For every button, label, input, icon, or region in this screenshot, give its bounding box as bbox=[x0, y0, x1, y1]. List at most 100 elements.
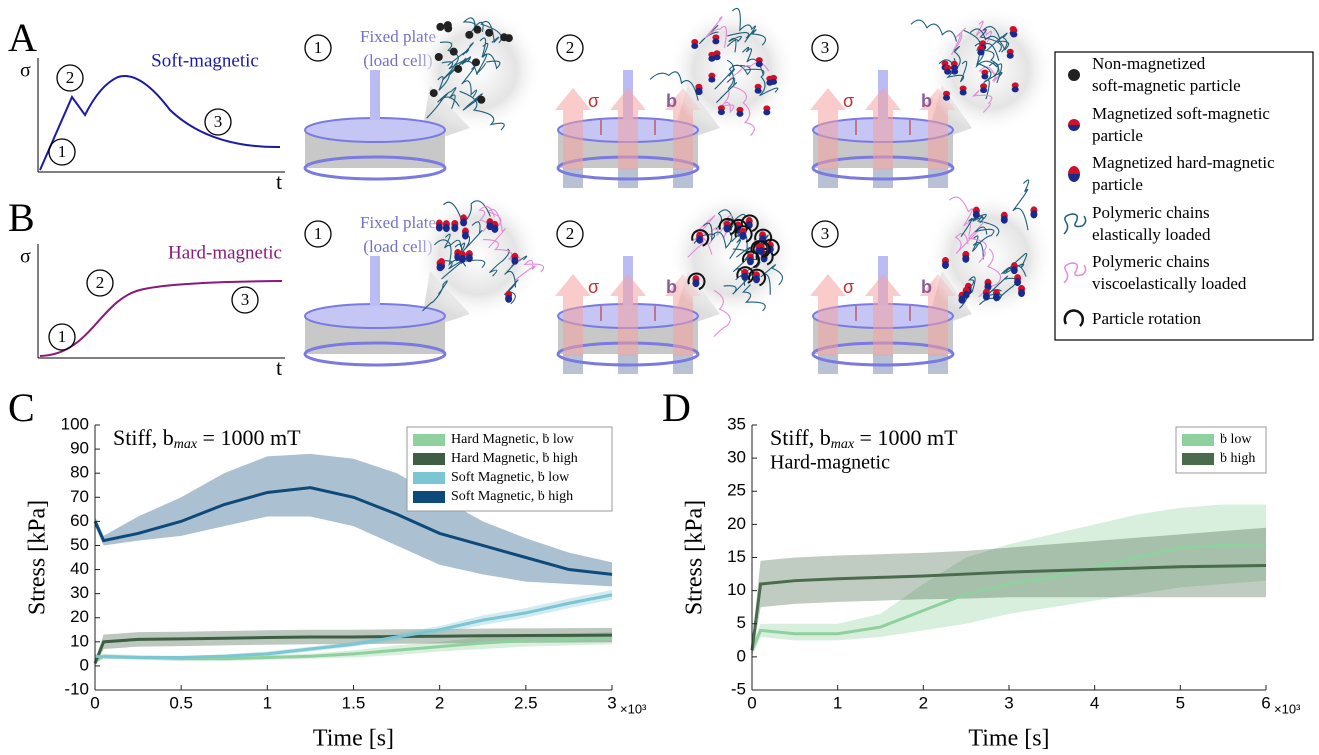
polymer-chain bbox=[503, 279, 519, 305]
particle bbox=[943, 94, 951, 101]
polymer-chain bbox=[963, 29, 999, 77]
title-part: Stiff, b bbox=[770, 425, 831, 450]
legend-icon bbox=[1068, 119, 1080, 125]
legend-text: Polymeric chains bbox=[1092, 252, 1210, 271]
polymer-chain bbox=[979, 26, 1002, 53]
bottom-plate bbox=[303, 341, 447, 367]
particle bbox=[941, 260, 949, 269]
mini-axis-label: t bbox=[276, 355, 282, 380]
particle bbox=[1011, 86, 1019, 93]
x-tick-label: 3 bbox=[607, 693, 616, 712]
y-tick-label: 40 bbox=[70, 559, 89, 578]
polymer-chain bbox=[727, 29, 767, 46]
particle bbox=[449, 47, 458, 56]
particle bbox=[972, 210, 980, 219]
polymer-chain bbox=[951, 27, 966, 56]
polymer-chain bbox=[969, 28, 1010, 51]
particle bbox=[962, 290, 970, 299]
top-plate bbox=[304, 117, 446, 143]
legend-swatch bbox=[413, 453, 445, 465]
series-line bbox=[750, 542, 1267, 651]
stress-arrow bbox=[865, 274, 901, 356]
particle bbox=[1000, 215, 1008, 224]
polymer-chain bbox=[476, 42, 489, 75]
legend-text: soft-magnetic particle bbox=[1092, 76, 1241, 95]
step-circle bbox=[86, 269, 114, 297]
particle bbox=[962, 254, 970, 263]
polymer-chain bbox=[1012, 179, 1030, 231]
step-circle bbox=[48, 323, 76, 351]
x-tick-label: 1 bbox=[833, 693, 842, 712]
legend-label: Hard Magnetic, ḃ high bbox=[451, 451, 578, 466]
polymer-chain bbox=[461, 221, 483, 254]
particle bbox=[435, 223, 443, 232]
x-tick-label: 3 bbox=[1004, 693, 1013, 712]
step-number: 3 bbox=[241, 290, 250, 309]
stress-arrow bbox=[555, 274, 591, 356]
series-line bbox=[750, 563, 1267, 651]
top-plate bbox=[304, 303, 446, 329]
particle bbox=[752, 275, 760, 284]
mini-curve bbox=[39, 280, 283, 357]
title-part: max bbox=[174, 437, 198, 452]
row-label: Hard-magnetic bbox=[168, 242, 282, 263]
polymer-chain bbox=[461, 66, 478, 98]
particle bbox=[460, 218, 468, 227]
particle bbox=[436, 263, 444, 272]
b-label: b bbox=[666, 277, 677, 297]
stress-arrow bbox=[555, 88, 591, 170]
polymer-chain bbox=[716, 77, 738, 103]
step-number: 3 bbox=[821, 224, 830, 243]
polymer-chain bbox=[439, 41, 459, 79]
zoom-bubble bbox=[926, 6, 1054, 134]
legend-text: elastically loaded bbox=[1092, 225, 1211, 244]
polymer-chain bbox=[480, 20, 502, 44]
particle bbox=[959, 89, 967, 96]
sigma-label: σ bbox=[843, 277, 854, 297]
polymer-chain bbox=[704, 16, 727, 49]
polymer-chain bbox=[732, 7, 757, 43]
panel-letter: D bbox=[662, 385, 691, 430]
y-tick-label: 35 bbox=[727, 414, 746, 433]
error-band bbox=[95, 590, 612, 660]
particle bbox=[500, 33, 509, 42]
polymer-chain bbox=[489, 248, 510, 277]
step-number: 2 bbox=[566, 224, 575, 243]
particle bbox=[712, 38, 720, 45]
x-axis-label: Time [s] bbox=[313, 726, 394, 752]
particle bbox=[465, 254, 473, 263]
particle bbox=[723, 224, 731, 233]
x-tick-label: 2 bbox=[919, 693, 928, 712]
error-band bbox=[752, 504, 1266, 657]
polymer-chain bbox=[726, 35, 742, 53]
polymer-chain bbox=[482, 239, 521, 264]
polymer-chain bbox=[978, 66, 999, 83]
legend-label: ḃ high bbox=[1220, 451, 1255, 466]
particle bbox=[443, 21, 452, 30]
polymer-chain bbox=[687, 236, 713, 258]
polymer-chain bbox=[712, 223, 734, 249]
polymer-chain bbox=[714, 59, 736, 90]
series-line bbox=[94, 593, 613, 659]
particle bbox=[981, 73, 989, 80]
particle bbox=[477, 95, 486, 104]
series-line bbox=[93, 486, 613, 576]
y-axis-label: Stress [kPa] bbox=[25, 500, 51, 615]
y-tick-label: -5 bbox=[731, 679, 746, 698]
y-tick-label: 70 bbox=[70, 487, 89, 506]
y-tick-label: 10 bbox=[727, 580, 746, 599]
y-tick-label: 80 bbox=[70, 463, 89, 482]
particle bbox=[717, 109, 725, 116]
y-tick-label: 25 bbox=[727, 481, 746, 500]
rotation-arrow bbox=[736, 266, 755, 284]
y-tick-label: 30 bbox=[70, 583, 89, 602]
legend-text: Magnetized soft-magnetic bbox=[1092, 104, 1270, 123]
stress-arrow bbox=[865, 88, 901, 170]
particle bbox=[708, 76, 716, 83]
legend-icon bbox=[1068, 166, 1080, 174]
particle bbox=[741, 272, 749, 281]
legend-icon bbox=[1063, 262, 1087, 284]
y-tick-label: 20 bbox=[727, 514, 746, 533]
particle bbox=[691, 42, 699, 49]
polymer-chain bbox=[938, 45, 961, 71]
